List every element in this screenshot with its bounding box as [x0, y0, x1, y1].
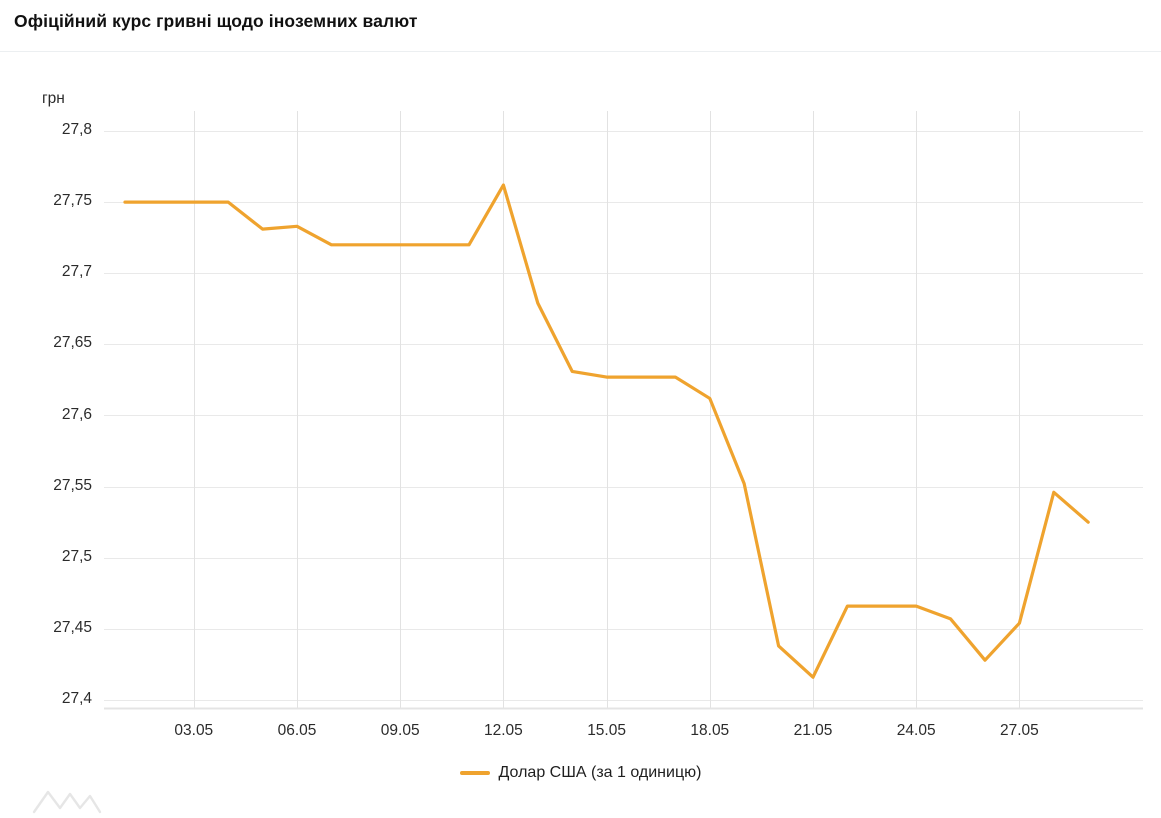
chart-legend: Долар США (за 1 одиницю)	[0, 764, 1161, 782]
horizontal-gridlines	[104, 131, 1143, 701]
x-axis-tick-label: 24.05	[896, 722, 936, 739]
y-axis-unit-label: грн	[42, 90, 65, 107]
y-axis-tick-label: 27,55	[53, 476, 92, 494]
legend-item-usd[interactable]: Долар США (за 1 одиницю)	[459, 764, 702, 782]
x-axis-tick-label: 12.05	[483, 722, 523, 739]
minfin-logo-watermark-icon	[32, 790, 102, 814]
line-chart-plot	[104, 111, 1143, 710]
series-line-usd	[123, 183, 1090, 679]
y-axis-tick-label: 27,6	[61, 405, 92, 423]
y-axis-tick-label: 27,7	[61, 263, 92, 281]
y-axis-tick-label: 27,4	[61, 690, 92, 707]
legend-color-swatch	[459, 771, 490, 775]
y-axis-tick-label: 27,5	[61, 547, 92, 565]
legend-label: Долар США (за 1 одиницю)	[498, 764, 702, 781]
x-axis-tick-label: 09.05	[380, 722, 420, 739]
x-axis-tick-label: 06.05	[277, 722, 317, 739]
title-divider	[0, 51, 1161, 52]
x-axis-tick-label: 27.05	[999, 722, 1039, 739]
vertical-gridlines	[104, 111, 1143, 710]
y-axis-tick-label: 27,45	[53, 618, 92, 636]
page-title: Офіційний курс гривні щодо іноземних вал…	[14, 11, 418, 31]
y-axis-tick-label: 27,8	[61, 121, 92, 138]
y-axis-tick-label: 27,75	[53, 192, 92, 210]
chart-container: грн 27,8 27,75 27,7 27,65 27,6 27,55 27,5 27,45…	[0, 52, 1161, 814]
x-axis-tick-label: 15.05	[587, 722, 626, 739]
y-axis-tick-label: 27,65	[53, 334, 92, 352]
x-axis-tick-label: 18.05	[690, 722, 730, 739]
x-axis-tick-label: 03.05	[174, 722, 214, 739]
x-axis-tick-label: 21.05	[793, 722, 833, 739]
series-paths	[123, 183, 1090, 679]
